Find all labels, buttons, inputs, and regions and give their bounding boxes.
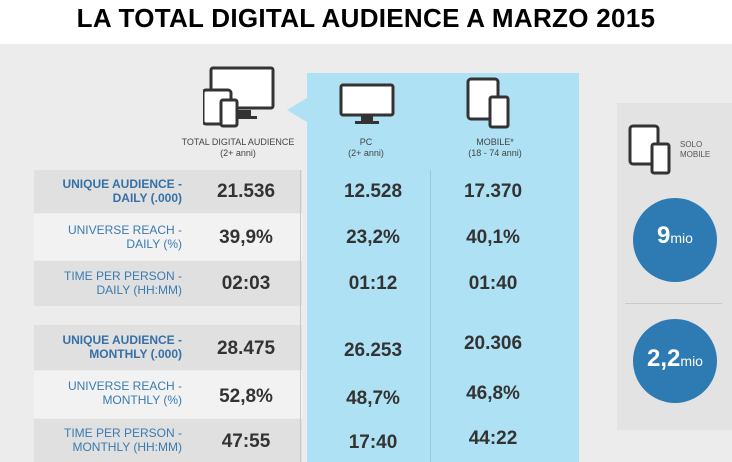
column-header-sub: (18 - 74 anni) [468,148,522,158]
row-label-daily-time: TIME PER PERSON - DAILY (HH:MM) [34,269,182,297]
cell-mobile-monthly-time: 44:22 [468,428,518,449]
daily-mobile-only-unit: mio [670,230,693,246]
cell-total-daily-audience: 21.536 [216,181,276,202]
row-label-line: TIME PER PERSON - [63,269,182,283]
row-bg-daily-reach [34,214,302,260]
cell-total-daily-time: 02:03 [221,273,271,294]
cell-pc-monthly-audience: 26.253 [343,340,403,361]
row-bg-monthly-time [34,419,302,462]
solo-mobile-label-line: SOLO [680,140,703,149]
monthly-mobile-only-value: 2,2 [647,345,681,372]
row-label-daily-audience: UNIQUE AUDIENCE - DAILY (.000) [34,177,182,205]
row-label-line: MONTHLY (.000) [89,347,182,361]
row-label-daily-reach: UNIVERSE REACH - DAILY (%) [34,223,182,251]
row-label-monthly-reach: UNIVERSE REACH - MONTHLY (%) [34,379,182,407]
row-bg-monthly-reach [34,371,302,418]
column-header-pc: PC (2+ anni) [296,137,436,159]
row-label-line: UNIVERSE REACH - [67,223,182,237]
cell-mobile-monthly-audience: 20.306 [463,333,523,354]
tablet-phone-icon [466,77,514,136]
solo-mobile-label: SOLO MOBILE [680,140,710,160]
cell-mobile-monthly-reach: 46,8% [466,383,520,404]
side-divider [625,303,722,304]
column-header-name: MOBILE* [476,137,514,147]
tablet-phone-icon [628,124,672,181]
solo-mobile-label-line: MOBILE [680,150,711,159]
page-title: LA TOTAL DIGITAL AUDIENCE A MARZO 2015 [76,3,656,33]
row-label-line: DAILY (.000) [112,191,182,205]
row-label-line: TIME PER PERSON - [63,426,182,440]
column-header-total: TOTAL DIGITAL AUDIENCE (2+ anni) [168,137,308,159]
cell-pc-monthly-reach: 48,7% [346,388,400,409]
row-bg-daily-time [34,261,302,306]
row-label-line: MONTHLY (%) [102,393,182,407]
row-bg-monthly-audience [34,325,302,370]
column-header-sub: (2+ anni) [348,148,384,158]
cell-total-daily-reach: 39,9% [219,227,273,248]
monitor-icon [339,83,395,132]
cell-mobile-daily-reach: 40,1% [466,227,520,248]
column-header-sub: (2+ anni) [220,148,256,158]
column-header-mobile: MOBILE* (18 - 74 anni) [425,137,565,159]
cell-mobile-daily-audience: 17.370 [463,181,523,202]
row-bg-daily-audience [34,170,302,213]
row-label-line: MONTHLY (HH:MM) [72,440,182,454]
cell-pc-daily-time: 01:12 [348,273,398,294]
row-label-line: UNIVERSE REACH - [67,379,182,393]
column-divider [300,170,301,462]
monthly-mobile-only-circle: 2,2mio [633,319,717,403]
cell-mobile-daily-time: 01:40 [468,273,518,294]
row-label-line: UNIQUE AUDIENCE - [62,177,182,191]
row-label-line: DAILY (%) [126,237,182,251]
column-header-name: TOTAL DIGITAL AUDIENCE [181,137,295,147]
cell-pc-monthly-time: 17:40 [348,432,398,453]
cell-total-monthly-time: 47:55 [221,431,271,452]
daily-mobile-only-circle: 9mio [633,198,717,282]
daily-mobile-only-value: 9 [657,222,671,249]
cell-pc-daily-audience: 12.528 [343,181,403,202]
highlight-pointer [287,98,307,122]
monthly-mobile-only-unit: mio [680,353,703,369]
cell-total-monthly-reach: 52,8% [219,386,273,407]
row-label-monthly-time: TIME PER PERSON - MONTHLY (HH:MM) [34,426,182,454]
cell-pc-daily-reach: 23,2% [346,227,400,248]
row-label-line: DAILY (HH:MM) [96,283,182,297]
cell-total-monthly-audience: 28.475 [216,338,276,359]
row-label-line: UNIQUE AUDIENCE - [62,333,182,347]
column-divider [430,170,431,462]
pc-highlight-column [307,73,579,462]
row-label-monthly-audience: UNIQUE AUDIENCE - MONTHLY (.000) [34,333,182,361]
multi-device-icon [201,66,275,133]
column-header-name: PC [359,137,373,147]
